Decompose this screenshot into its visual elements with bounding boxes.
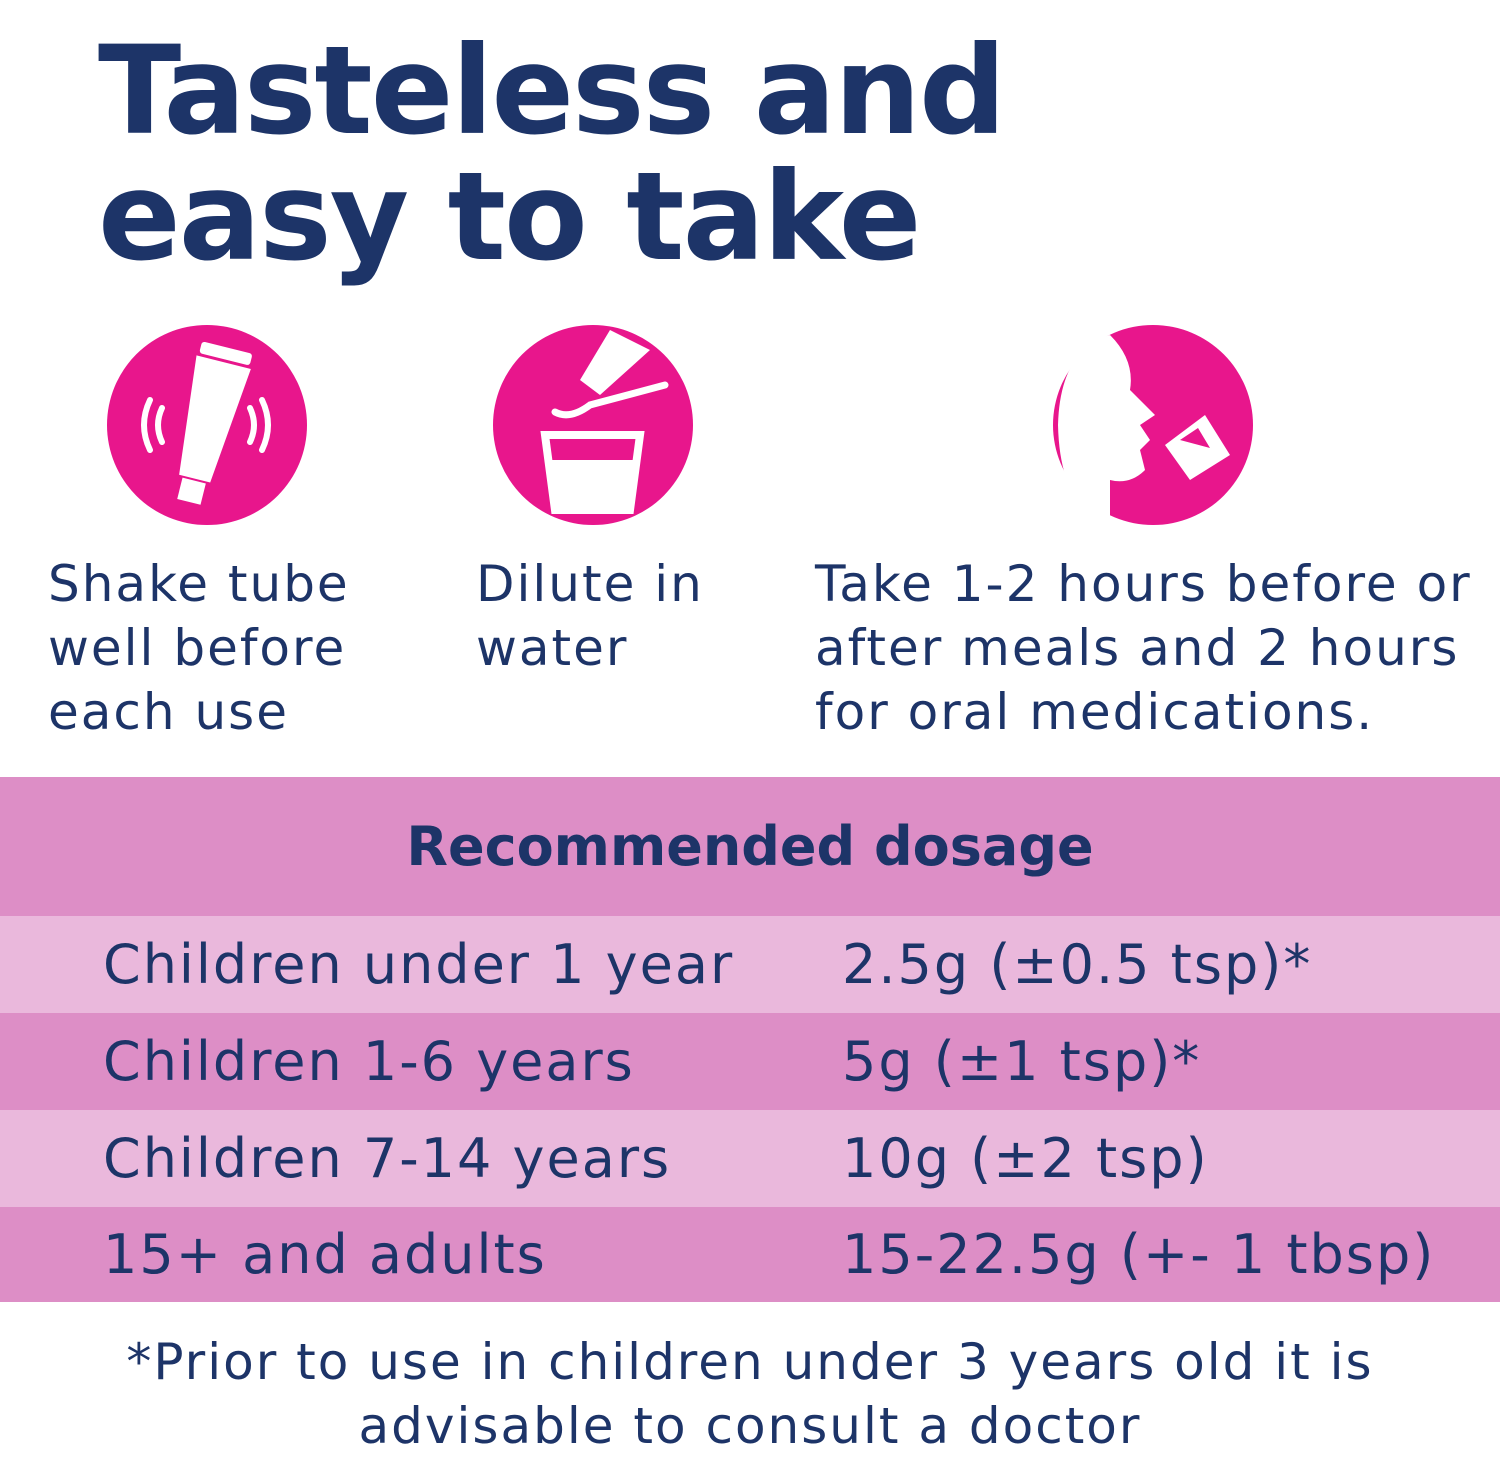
title: Tasteless and easy to take (98, 20, 1006, 288)
dilute-icon (493, 325, 693, 525)
shake-icon (107, 325, 307, 525)
dose-cell: 2.5g (±0.5 tsp)* (842, 933, 1313, 996)
table-row: 15+ and adults 15-22.5g (+- 1 tbsp) (0, 1207, 1500, 1302)
age-cell: Children 7-14 years (103, 1127, 672, 1190)
dose-cell: 15-22.5g (+- 1 tbsp) (842, 1223, 1436, 1286)
age-cell: 15+ and adults (103, 1223, 547, 1286)
table-row: Children 1-6 years 5g (±1 tsp)* (0, 1013, 1500, 1110)
footnote: *Prior to use in children under 3 years … (126, 1333, 1374, 1455)
dose-cell: 10g (±2 tsp) (842, 1127, 1209, 1190)
step-icons (107, 325, 1253, 525)
table-title: Recommended dosage (0, 777, 1500, 916)
dose-cell: 5g (±1 tsp)* (842, 1030, 1202, 1093)
age-cell: Children under 1 year (103, 933, 735, 996)
table-row: Children under 1 year 2.5g (±0.5 tsp)* (0, 916, 1500, 1013)
take-icon (1053, 325, 1253, 525)
step-label: Shake tube well before each use (48, 555, 350, 741)
age-cell: Children 1-6 years (103, 1030, 635, 1093)
step-label: Take 1-2 hours before or after meals and… (815, 555, 1472, 741)
step-label: Dilute in water (476, 555, 704, 677)
table-row: Children 7-14 years 10g (±2 tsp) (0, 1110, 1500, 1207)
